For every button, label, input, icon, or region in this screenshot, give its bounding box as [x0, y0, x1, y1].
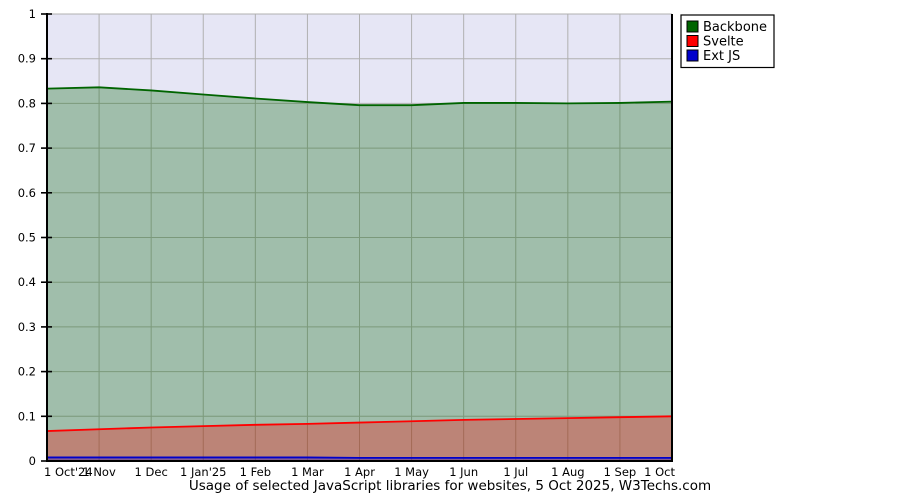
x-tick-label: 1 Dec — [135, 465, 168, 479]
x-tick-label: 1 Feb — [240, 465, 271, 479]
legend-label-backbone: Backbone — [703, 20, 767, 35]
x-tick-label: 1 Nov — [82, 465, 116, 479]
y-tick-label: 0.2 — [18, 365, 36, 379]
series-area-backbone — [47, 87, 672, 461]
x-tick-label: 1 Oct'24 — [44, 465, 93, 479]
legend-swatch-backbone — [686, 20, 699, 33]
y-tick-label: 1 — [29, 7, 36, 21]
chart-caption: Usage of selected JavaScript libraries f… — [189, 478, 711, 494]
x-tick-label: 1 Jan'25 — [180, 465, 227, 479]
series-lines — [46, 86, 673, 459]
legend-swatch-ext-js — [686, 49, 699, 62]
y-tick-label: 0.6 — [18, 186, 36, 200]
x-tick-label: 1 Apr — [344, 465, 375, 479]
y-tick-label: 0.5 — [18, 231, 36, 245]
x-tick-label: 1 Sep — [604, 465, 637, 479]
y-tick-label: 0.9 — [18, 52, 36, 66]
x-tick-label: 1 Aug — [551, 465, 584, 479]
y-tick-label: 0.4 — [18, 275, 36, 289]
x-tick-label: 1 Jul — [503, 465, 528, 479]
y-axis-tick-labels: 0 0.1 0.2 0.3 0.4 0.5 0.6 0.7 0.8 0.9 1 — [18, 7, 36, 468]
axes — [41, 13, 673, 462]
y-tick-label: 0.8 — [18, 96, 36, 110]
x-tick-label: 1 Mar — [291, 465, 324, 479]
legend-swatch-svelte — [686, 35, 699, 47]
series-areas — [47, 87, 672, 461]
y-tick-label: 0.3 — [18, 320, 36, 334]
y-tick-label: 0.1 — [18, 409, 36, 423]
x-axis-tick-labels: 1 Oct'241 Nov 1 Dec 1 Jan'25 1 Feb 1 Mar 1 Ap… — [44, 465, 675, 479]
series-line-svelte — [46, 415, 673, 432]
y-tick-label: 0.7 — [18, 141, 36, 155]
legend-label-svelte: Svelte — [703, 35, 744, 50]
y-tick-label: 0 — [29, 454, 36, 468]
series-area-svelte — [47, 416, 672, 461]
x-tick-label: 1 Jun — [449, 465, 478, 479]
series-line-backbone — [46, 86, 673, 107]
legend-label-ext-js: Ext JS — [703, 49, 740, 64]
x-tick-label: 1 Oct — [644, 465, 675, 479]
x-tick-label: 1 May — [394, 465, 429, 479]
